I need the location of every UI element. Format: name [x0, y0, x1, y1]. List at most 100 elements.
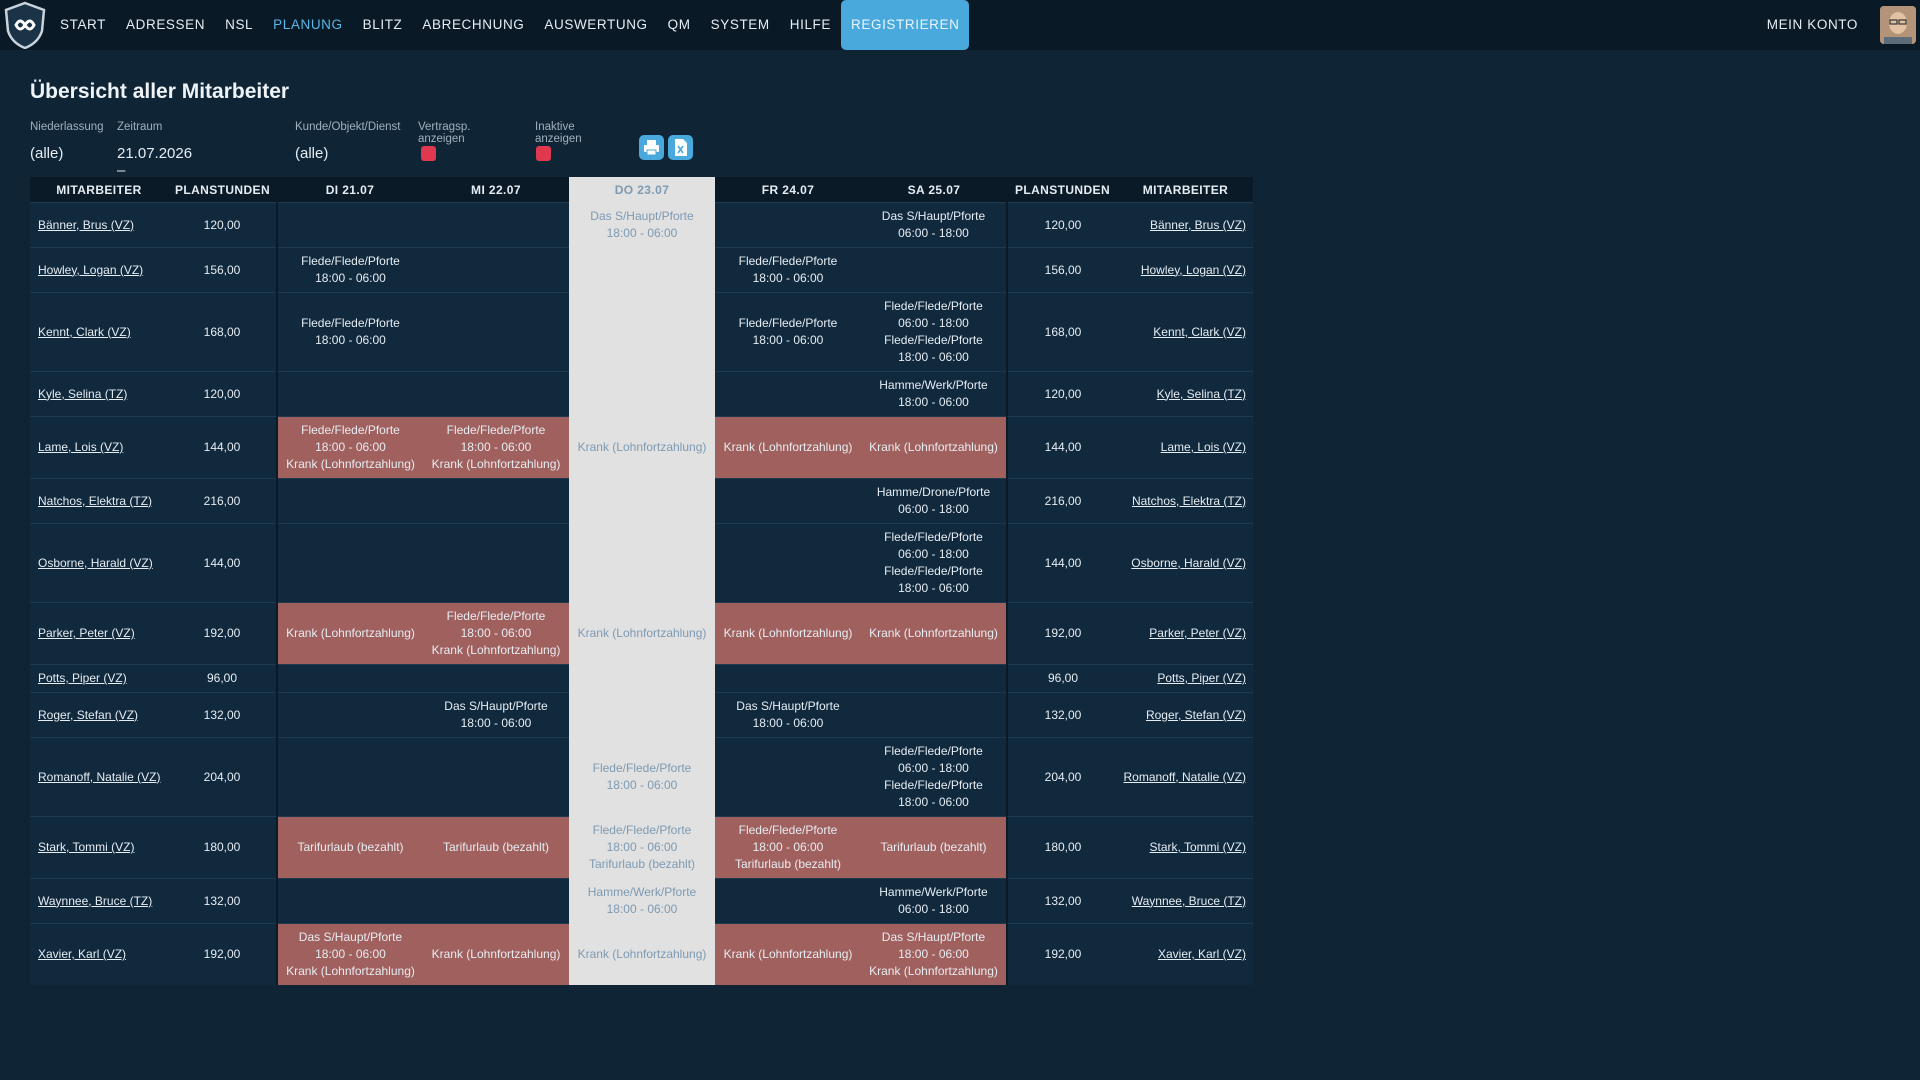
- employee-link[interactable]: Stark, Tommi (VZ): [1149, 840, 1246, 854]
- shift-text: Krank (Lohnfortzahlung): [431, 643, 561, 657]
- shift-cell[interactable]: Krank (Lohnfortzahlung): [715, 602, 861, 665]
- shift-cell[interactable]: Das S/Haupt/Pforte 18:00 - 06:00 Krank (Lo…: [861, 923, 1007, 985]
- avatar[interactable]: [1880, 6, 1916, 44]
- shift-cell[interactable]: Flede/Flede/Pforte 06:00 - 18:00 Flede/Fle…: [861, 292, 1007, 372]
- nav-item[interactable]: NSL: [225, 17, 254, 32]
- employee-link[interactable]: Osborne, Harald (VZ): [38, 555, 153, 570]
- shift-text: 18:00 - 06:00: [752, 333, 824, 347]
- shift-cell[interactable]: Hamme/Werk/Pforte 06:00 - 18:00: [861, 878, 1007, 924]
- nav-item[interactable]: HILFE: [789, 17, 832, 32]
- column-header: PLANSTUNDEN: [168, 177, 277, 203]
- employee-link[interactable]: Parker, Peter (VZ): [1149, 626, 1246, 640]
- employee-link[interactable]: Kyle, Selina (TZ): [38, 386, 128, 401]
- shift-cell[interactable]: Flede/Flede/Pforte 18:00 - 06:00: [715, 292, 861, 372]
- employee-link[interactable]: Potts, Piper (VZ): [38, 671, 127, 685]
- employee-link[interactable]: Bänner, Brus (VZ): [38, 217, 135, 232]
- account-link[interactable]: MEIN KONTO: [1766, 17, 1858, 32]
- employee-link[interactable]: Xavier, Karl (VZ): [38, 947, 127, 961]
- shift-cell[interactable]: Das S/Haupt/Pforte 18:00 - 06:00: [715, 692, 861, 738]
- shift-cell[interactable]: Krank (Lohnfortzahlung): [423, 923, 569, 985]
- employee-link[interactable]: Howley, Logan (VZ): [1140, 262, 1246, 277]
- employee-link[interactable]: Roger, Stefan (VZ): [1145, 707, 1246, 722]
- hours-cell: 144,00: [1006, 523, 1118, 603]
- filter-value[interactable]: (alle): [30, 145, 64, 162]
- name-cell: Potts, Piper (VZ): [1118, 664, 1253, 693]
- shift-cell[interactable]: Flede/Flede/Pforte 18:00 - 06:00: [277, 292, 423, 372]
- employee-link[interactable]: Howley, Logan (VZ): [38, 262, 144, 277]
- shift-cell[interactable]: Hamme/Drone/Pforte 06:00 - 18:00: [861, 478, 1007, 524]
- shift-cell[interactable]: Krank (Lohnfortzahlung): [569, 923, 715, 985]
- nav-item[interactable]: ADRESSEN: [126, 17, 206, 32]
- print-button[interactable]: [639, 135, 664, 160]
- shift-cell[interactable]: Flede/Flede/Pforte 18:00 - 06:00: [277, 247, 423, 293]
- employee-link[interactable]: Kennt, Clark (VZ): [1153, 324, 1246, 339]
- excel-button[interactable]: [668, 135, 693, 160]
- shift-cell[interactable]: Tarifurlaub (bezahlt): [861, 816, 1007, 879]
- employee-link[interactable]: Natchos, Elektra (TZ): [38, 493, 153, 508]
- employee-link[interactable]: Roger, Stefan (VZ): [38, 707, 139, 722]
- shift-cell[interactable]: Hamme/Werk/Pforte 18:00 - 06:00: [861, 371, 1007, 417]
- name-cell: Osborne, Harald (VZ): [30, 523, 168, 603]
- hours-cell: 144,00: [1006, 416, 1118, 479]
- shift-cell[interactable]: Das S/Haupt/Pforte 06:00 - 18:00: [861, 202, 1007, 248]
- nav-item[interactable]: PLANUNG: [273, 17, 343, 32]
- employee-link[interactable]: Romanoff, Natalie (VZ): [1123, 769, 1247, 784]
- shift-cell[interactable]: Krank (Lohnfortzahlung): [715, 923, 861, 985]
- employee-link[interactable]: Parker, Peter (VZ): [38, 626, 135, 640]
- shift-cell[interactable]: Das S/Haupt/Pforte 18:00 - 06:00 Krank (Lo…: [277, 923, 423, 985]
- employee-link[interactable]: Romanoff, Natalie (VZ): [38, 769, 161, 784]
- table-body: Bänner, Brus (VZ) 120,00 Das S/Haupt/Pfort…: [30, 202, 1253, 985]
- shift-text: 18:00 - 06:00: [606, 778, 678, 792]
- toggle[interactable]: [536, 146, 551, 161]
- nav-item[interactable]: START: [60, 17, 107, 32]
- filter-label: Vertragsp. anzeigen: [418, 121, 471, 145]
- shift-cell[interactable]: Hamme/Werk/Pforte 18:00 - 06:00: [569, 878, 715, 924]
- name-cell: Natchos, Elektra (TZ): [30, 478, 168, 524]
- shift-cell[interactable]: Das S/Haupt/Pforte 18:00 - 06:00: [569, 202, 715, 248]
- employee-link[interactable]: Potts, Piper (VZ): [1157, 671, 1246, 685]
- nav-item[interactable]: BLITZ: [362, 17, 403, 32]
- filter-value[interactable]: (alle): [295, 145, 329, 162]
- shift-cell[interactable]: Krank (Lohnfortzahlung): [277, 602, 423, 665]
- employee-link[interactable]: Kennt, Clark (VZ): [38, 324, 131, 339]
- employee-link[interactable]: Kyle, Selina (TZ): [1156, 386, 1246, 401]
- shift-cell[interactable]: Flede/Flede/Pforte 06:00 - 18:00 Flede/Fle…: [861, 523, 1007, 603]
- shift-cell[interactable]: Flede/Flede/Pforte 18:00 - 06:00 Tarifurla…: [569, 816, 715, 879]
- shift-cell[interactable]: Krank (Lohnfortzahlung): [861, 602, 1007, 665]
- employee-link[interactable]: Bänner, Brus (VZ): [1149, 217, 1246, 232]
- shift-cell[interactable]: Flede/Flede/Pforte 18:00 - 06:00 Krank (Lo…: [277, 416, 423, 479]
- shift-cell[interactable]: Krank (Lohnfortzahlung): [715, 416, 861, 479]
- nav-item[interactable]: AUSWERTUNG: [544, 17, 648, 32]
- name-cell: Bänner, Brus (VZ): [1118, 202, 1253, 248]
- hours-cell: 156,00: [1006, 247, 1118, 293]
- hours-cell: 192,00: [168, 602, 278, 665]
- employee-link[interactable]: Natchos, Elektra (TZ): [1131, 493, 1246, 508]
- shift-cell[interactable]: Tarifurlaub (bezahlt): [423, 816, 569, 879]
- nav-item[interactable]: SYSTEM: [710, 17, 770, 32]
- shift-cell[interactable]: Flede/Flede/Pforte 06:00 - 18:00 Flede/Fle…: [861, 737, 1007, 817]
- employee-link[interactable]: Xavier, Karl (VZ): [1157, 947, 1246, 961]
- nav-item[interactable]: QM: [667, 17, 691, 32]
- employee-link[interactable]: Stark, Tommi (VZ): [38, 840, 135, 854]
- nav-item[interactable]: REGISTRIEREN: [841, 0, 970, 50]
- shift-cell[interactable]: Flede/Flede/Pforte 18:00 - 06:00: [569, 737, 715, 817]
- employee-link[interactable]: Osborne, Harald (VZ): [1131, 555, 1246, 570]
- employee-link[interactable]: Lame, Lois (VZ): [38, 440, 124, 454]
- shift-cell[interactable]: Flede/Flede/Pforte 18:00 - 06:00 Krank (Lo…: [423, 602, 569, 665]
- shift-cell[interactable]: Krank (Lohnfortzahlung): [569, 416, 715, 479]
- shift-cell[interactable]: Tarifurlaub (bezahlt): [277, 816, 423, 879]
- toggle[interactable]: [421, 146, 436, 161]
- shift-cell[interactable]: Flede/Flede/Pforte 18:00 - 06:00: [715, 247, 861, 293]
- employee-link[interactable]: Waynnee, Bruce (TZ): [38, 893, 153, 908]
- shift-cell[interactable]: Flede/Flede/Pforte 18:00 - 06:00 Tarifurla…: [715, 816, 861, 879]
- shift-cell[interactable]: Das S/Haupt/Pforte 18:00 - 06:00: [423, 692, 569, 738]
- shift-cell[interactable]: Krank (Lohnfortzahlung): [861, 416, 1007, 479]
- shift-cell[interactable]: Krank (Lohnfortzahlung): [569, 602, 715, 665]
- shift-cell[interactable]: Flede/Flede/Pforte 18:00 - 06:00 Krank (Lo…: [423, 416, 569, 479]
- shift-text: Hamme/Werk/Pforte: [587, 885, 697, 899]
- logo[interactable]: [0, 0, 50, 50]
- employee-link[interactable]: Lame, Lois (VZ): [1160, 440, 1246, 454]
- nav-item[interactable]: ABRECHNUNG: [422, 17, 525, 32]
- employee-link[interactable]: Waynnee, Bruce (TZ): [1131, 893, 1246, 908]
